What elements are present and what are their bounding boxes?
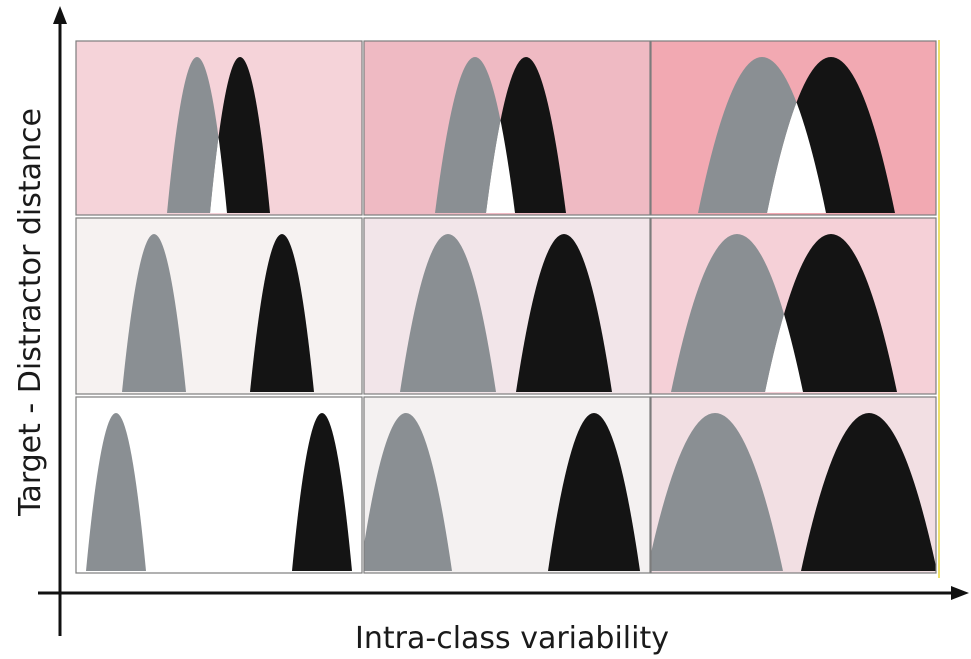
cell-border	[363, 40, 651, 216]
cell-r2c3	[651, 218, 936, 394]
cell-r2c2	[364, 218, 650, 394]
target-curve	[801, 413, 936, 571]
cell-r3c1	[76, 397, 362, 573]
y-axis-label: Target - Distractor distance	[13, 108, 48, 517]
target-curve	[516, 234, 612, 392]
cell-r1c3	[651, 41, 936, 215]
distractor-curve	[651, 413, 783, 571]
distractor-curve	[122, 234, 186, 392]
target-curve	[250, 234, 314, 392]
cell-border	[650, 396, 937, 574]
cell-border	[75, 40, 363, 216]
distractor-curve	[364, 413, 452, 571]
cell-r1c2	[364, 41, 650, 215]
y-axis-arrowhead	[53, 6, 67, 24]
cell-border	[650, 217, 937, 395]
cell-r2c1	[76, 218, 362, 394]
cell-border	[75, 217, 363, 395]
cell-border	[75, 396, 363, 574]
cell-border	[363, 396, 651, 574]
cell-r3c2	[364, 397, 650, 573]
cell-r3c3	[651, 397, 936, 573]
target-curve	[292, 413, 352, 571]
distractor-curve	[400, 234, 496, 392]
x-axis-arrowhead	[951, 586, 969, 600]
target-curve	[765, 234, 897, 392]
target-curve	[548, 413, 640, 571]
target-curve	[210, 57, 270, 213]
distractor-curve	[86, 413, 146, 571]
distractor-curve	[167, 57, 227, 213]
cell-border	[650, 40, 937, 216]
cell-r1c1	[76, 41, 362, 215]
cell-background	[76, 218, 362, 394]
distribution-grid	[75, 40, 940, 578]
x-axis-label: Intra-class variability	[355, 621, 669, 656]
cell-border	[363, 217, 651, 395]
distractor-curve	[671, 234, 803, 392]
